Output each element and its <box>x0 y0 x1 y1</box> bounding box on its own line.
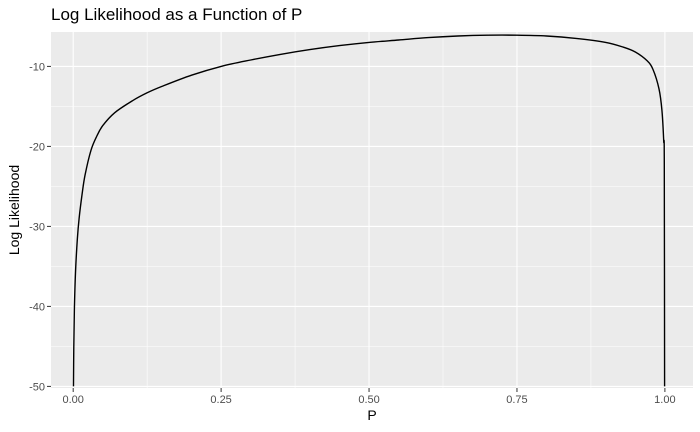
x-axis: 0.00 0.25 0.50 0.75 1.00 <box>62 388 676 406</box>
x-axis-title: P <box>367 407 376 423</box>
y-tick-label-1: -20 <box>29 141 45 153</box>
y-tick-label-2: -30 <box>29 221 45 233</box>
x-tick-label-1: 0.25 <box>210 394 231 406</box>
major-gridlines <box>51 32 693 388</box>
y-tick-label-0: -10 <box>29 61 45 73</box>
plot-panel <box>51 32 693 388</box>
minor-gridlines <box>51 32 693 388</box>
y-tick-label-4: -50 <box>29 381 45 393</box>
chart-title: Log Likelihood as a Function of P <box>51 5 302 24</box>
x-tick-label-4: 1.00 <box>654 394 675 406</box>
x-tick-label-3: 0.75 <box>506 394 527 406</box>
y-tick-label-3: -40 <box>29 301 45 313</box>
x-tick-label-0: 0.00 <box>62 394 83 406</box>
x-tick-label-2: 0.50 <box>358 394 379 406</box>
y-axis: -10 -20 -30 -40 -50 <box>29 61 51 393</box>
log-likelihood-curve <box>72 34 666 387</box>
y-axis-title: Log Likelihood <box>6 165 22 255</box>
